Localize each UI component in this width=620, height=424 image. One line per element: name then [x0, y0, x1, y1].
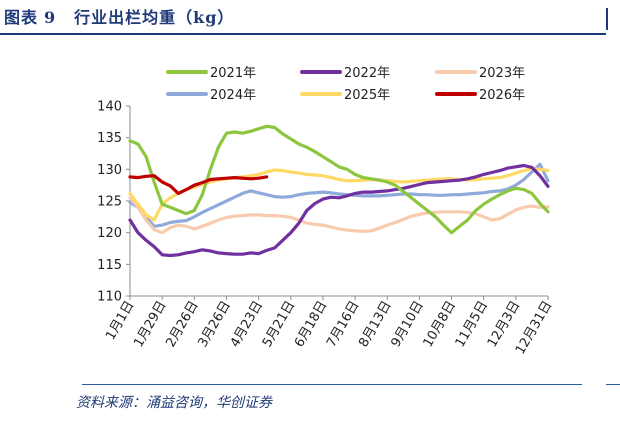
x-tick-label: 1月1日	[103, 299, 137, 343]
chart-legend: 2021年 2022年 2023年 2024年 2025年 2026年	[166, 66, 525, 103]
source-divider	[82, 384, 582, 385]
y-tick-label: 120	[97, 226, 122, 241]
legend-label: 2026年	[479, 88, 525, 103]
figure-number: 9	[44, 8, 57, 27]
y-tick-label: 110	[97, 290, 122, 305]
y-tick-label: 125	[97, 195, 122, 210]
figure-label: 图表	[4, 8, 39, 27]
y-axis: 110 115 120 125 130 135 140	[97, 100, 131, 305]
series-line-2022	[128, 163, 550, 258]
adjacent-figure-edge	[606, 8, 618, 30]
x-axis: 1月1日1月29日2月26日3月26日4月23日5月21日6月18日7月16日8…	[103, 295, 555, 357]
title-divider	[0, 33, 606, 35]
y-tick-label: 140	[97, 100, 122, 115]
y-tick-label: 135	[97, 131, 122, 146]
figure-title-bar: 图表 9 行业出栏均重（kg）	[4, 6, 234, 30]
series-line-2023	[128, 196, 550, 235]
series-line-2026	[128, 174, 269, 195]
legend-label: 2022年	[344, 66, 390, 81]
series-line-2025	[128, 167, 550, 222]
y-tick-label: 130	[97, 163, 122, 178]
plot-area	[128, 124, 550, 258]
adjacent-figure-rule	[606, 384, 620, 385]
legend-label: 2023年	[479, 66, 525, 81]
series-line-2024	[128, 162, 550, 228]
source-note: 资料来源：涌益咨询，华创证券	[76, 395, 272, 411]
legend-label: 2025年	[344, 88, 390, 103]
series-line-2021	[128, 124, 550, 235]
legend-label: 2021年	[210, 66, 256, 81]
figure-title: 行业出栏均重（kg）	[74, 8, 235, 27]
legend-label: 2024年	[210, 88, 256, 103]
y-tick-label: 115	[97, 258, 122, 273]
